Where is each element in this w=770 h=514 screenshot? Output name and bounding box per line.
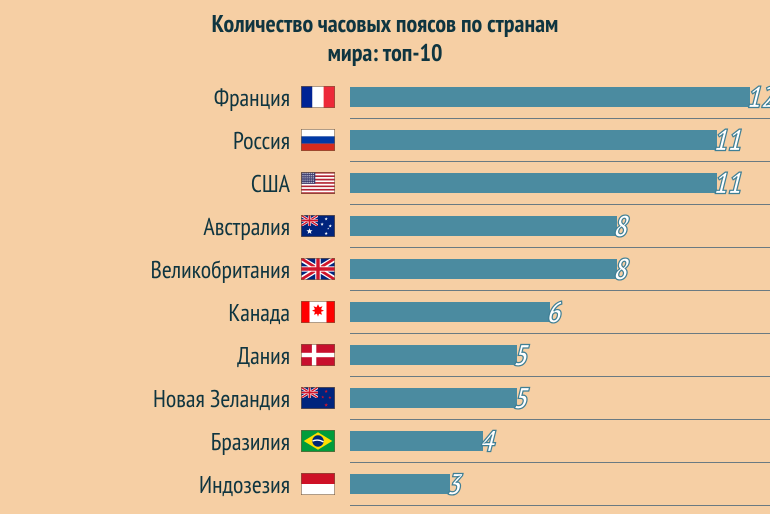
bar (350, 431, 483, 451)
bar-value: 3 (446, 465, 460, 504)
chart-row: Новая Зеландия 5 (0, 377, 770, 420)
axis-line (350, 505, 770, 506)
bar-area: 5 (350, 334, 770, 377)
bar (350, 474, 450, 494)
row-label: Дания (0, 340, 298, 371)
bar (350, 345, 517, 365)
bar-area: 11 (350, 162, 770, 205)
bar-area: 8 (350, 205, 770, 248)
bar (350, 388, 517, 408)
bar-area: 5 (350, 377, 770, 420)
bar-value: 11 (713, 121, 741, 160)
bar (350, 130, 717, 150)
bar (350, 173, 717, 193)
chart-rows: Франция12Россия11США11Австралия 8Великоб… (0, 76, 770, 506)
uk-flag-icon (298, 258, 338, 280)
chart-title-line1: Количество часовых поясов по странам (212, 8, 559, 39)
row-label: Россия (0, 125, 298, 156)
bar-value: 8 (613, 207, 627, 246)
bar-value: 4 (479, 422, 493, 461)
chart-row: Индозезия 3 (0, 463, 770, 506)
france-flag-icon (298, 86, 338, 108)
denmark-flag-icon (298, 344, 338, 366)
canada-flag-icon (298, 301, 338, 323)
row-label: США (0, 168, 298, 199)
bar-value: 6 (546, 293, 560, 332)
bar-value: 8 (613, 250, 627, 289)
chart-row: Дания 5 (0, 334, 770, 377)
usa-flag-icon (298, 172, 338, 194)
russia-flag-icon (298, 129, 338, 151)
chart-row: Австралия 8 (0, 205, 770, 248)
bar-area: 6 (350, 291, 770, 334)
bar-area: 8 (350, 248, 770, 291)
bar-value: 5 (513, 379, 527, 418)
australia-flag-icon (298, 215, 338, 237)
bar-value: 12 (746, 78, 770, 117)
chart-row: Франция 12 (0, 76, 770, 119)
chart-row: Великобритания 8 (0, 248, 770, 291)
row-label: Австралия (0, 211, 298, 242)
indonesia-flag-icon (298, 473, 338, 495)
chart-row: Канада 6 (0, 291, 770, 334)
bar-area: 4 (350, 420, 770, 463)
row-label: Индозезия (0, 469, 298, 500)
brazil-flag-icon (298, 430, 338, 452)
bar-area: 3 (350, 463, 770, 506)
bar-value: 11 (713, 164, 741, 203)
bar (350, 216, 617, 236)
chart-row: Россия 11 (0, 119, 770, 162)
row-label: Великобритания (0, 254, 298, 285)
newzealand-flag-icon (298, 387, 338, 409)
bar (350, 302, 550, 322)
chart-title-line2: мира: топ-10 (328, 37, 443, 68)
row-label: Новая Зеландия (0, 383, 298, 414)
row-label: Бразилия (0, 426, 298, 457)
chart-canvas: Количество часовых поясов по странам мир… (0, 0, 770, 514)
bar-area: 12 (350, 76, 770, 119)
bar-area: 11 (350, 119, 770, 162)
chart-title: Количество часовых поясов по странам мир… (0, 0, 770, 76)
row-label: Канада (0, 297, 298, 328)
chart-row: Бразилия 4 (0, 420, 770, 463)
row-label: Франция (0, 82, 298, 113)
chart-row: США 11 (0, 162, 770, 205)
bar (350, 87, 750, 107)
bar (350, 259, 617, 279)
bar-value: 5 (513, 336, 527, 375)
